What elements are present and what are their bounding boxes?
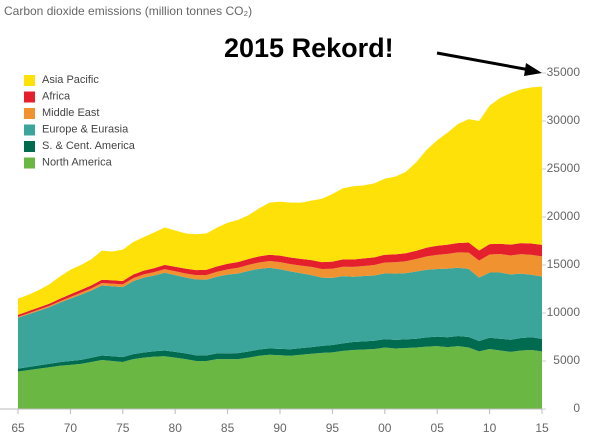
- x-tick-label: 00: [378, 421, 392, 435]
- x-tick-label: 05: [431, 421, 445, 435]
- legend-swatch: [24, 157, 35, 169]
- legend-label: Middle East: [42, 107, 99, 119]
- legend-label: Asia Pacific: [42, 74, 99, 86]
- x-tick-label: 90: [273, 421, 287, 435]
- y-tick-label: 35000: [547, 65, 581, 79]
- y-tick-label: 0: [573, 401, 580, 415]
- annotation-arrowhead: [524, 63, 542, 76]
- legend-swatch: [24, 141, 35, 152]
- x-tick-label: 15: [535, 421, 549, 435]
- y-tick-label: 30000: [547, 113, 581, 127]
- x-tick-label: 70: [64, 421, 78, 435]
- legend-swatch: [24, 91, 35, 103]
- chart-title: Carbon dioxide emissions (million tonnes…: [4, 4, 252, 18]
- legend-label: North America: [42, 156, 113, 168]
- legend-swatch: [24, 75, 35, 86]
- x-tick-label: 75: [116, 421, 130, 435]
- legend-swatch: [24, 124, 35, 136]
- area: [18, 335, 542, 372]
- x-tick-label: 65: [11, 421, 25, 435]
- annotation: 2015 Rekord!: [224, 33, 394, 63]
- y-tick-label: 15000: [547, 257, 581, 271]
- x-tick-label: 95: [326, 421, 340, 435]
- y-tick-label: 20000: [547, 209, 581, 223]
- x-tick-label: 85: [221, 421, 235, 435]
- y-tick-label: 10000: [547, 305, 581, 319]
- plot-area: [18, 86, 542, 409]
- area: [18, 252, 542, 318]
- y-tick-label: 5000: [553, 353, 580, 367]
- legend-label: Africa: [42, 90, 71, 102]
- legend-swatch: [24, 108, 35, 119]
- area: [18, 267, 542, 369]
- annotation-arrow: [436, 51, 531, 72]
- area: [18, 346, 542, 409]
- area: [18, 86, 542, 315]
- x-tick-label: 10: [483, 421, 497, 435]
- legend-label: Europe & Eurasia: [42, 123, 129, 135]
- y-tick-label: 25000: [547, 161, 581, 175]
- legend-label: S. & Cent. America: [42, 140, 136, 152]
- x-tick-label: 80: [169, 421, 183, 435]
- area: [18, 242, 542, 317]
